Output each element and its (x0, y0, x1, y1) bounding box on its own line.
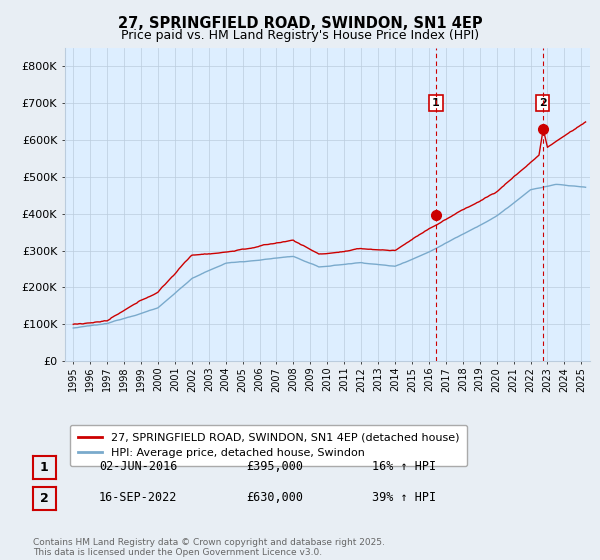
Text: 1: 1 (432, 98, 440, 108)
Text: 16% ↑ HPI: 16% ↑ HPI (372, 460, 436, 473)
Text: 1: 1 (40, 461, 49, 474)
Legend: 27, SPRINGFIELD ROAD, SWINDON, SN1 4EP (detached house), HPI: Average price, det: 27, SPRINGFIELD ROAD, SWINDON, SN1 4EP (… (70, 425, 467, 466)
Text: 27, SPRINGFIELD ROAD, SWINDON, SN1 4EP: 27, SPRINGFIELD ROAD, SWINDON, SN1 4EP (118, 16, 482, 31)
Text: 02-JUN-2016: 02-JUN-2016 (99, 460, 178, 473)
Bar (436, 48, 542, 361)
Text: 39% ↑ HPI: 39% ↑ HPI (372, 491, 436, 504)
Text: £395,000: £395,000 (246, 460, 303, 473)
Text: £630,000: £630,000 (246, 491, 303, 504)
Text: Price paid vs. HM Land Registry's House Price Index (HPI): Price paid vs. HM Land Registry's House … (121, 29, 479, 42)
Text: Contains HM Land Registry data © Crown copyright and database right 2025.
This d: Contains HM Land Registry data © Crown c… (33, 538, 385, 557)
Text: 2: 2 (40, 492, 49, 505)
Text: 16-SEP-2022: 16-SEP-2022 (99, 491, 178, 504)
Text: 2: 2 (539, 98, 547, 108)
